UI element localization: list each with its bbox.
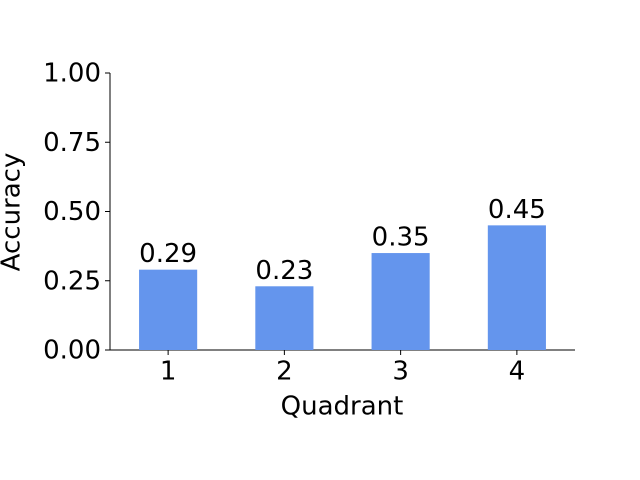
y-tick-label: 0.50 xyxy=(43,197,101,227)
bar xyxy=(139,269,198,350)
y-tick-label: 1.00 xyxy=(43,59,101,89)
bar xyxy=(487,225,546,350)
y-axis-label: Accuracy xyxy=(0,153,27,272)
bar xyxy=(255,286,314,350)
data-label: 0.23 xyxy=(255,256,313,286)
y-tick-label: 0.00 xyxy=(43,336,101,366)
data-label: 0.35 xyxy=(372,223,430,253)
data-label: 0.29 xyxy=(139,239,197,269)
y-tick-label: 0.25 xyxy=(43,266,101,296)
x-tick-label: 1 xyxy=(160,357,177,387)
x-tick-label: 4 xyxy=(509,357,526,387)
data-label: 0.45 xyxy=(488,195,546,225)
x-axis-label: Quadrant xyxy=(281,392,404,422)
y-tick-label: 0.75 xyxy=(43,128,101,158)
x-tick-label: 2 xyxy=(276,357,293,387)
x-tick-label: 3 xyxy=(392,357,409,387)
bar xyxy=(371,253,430,350)
